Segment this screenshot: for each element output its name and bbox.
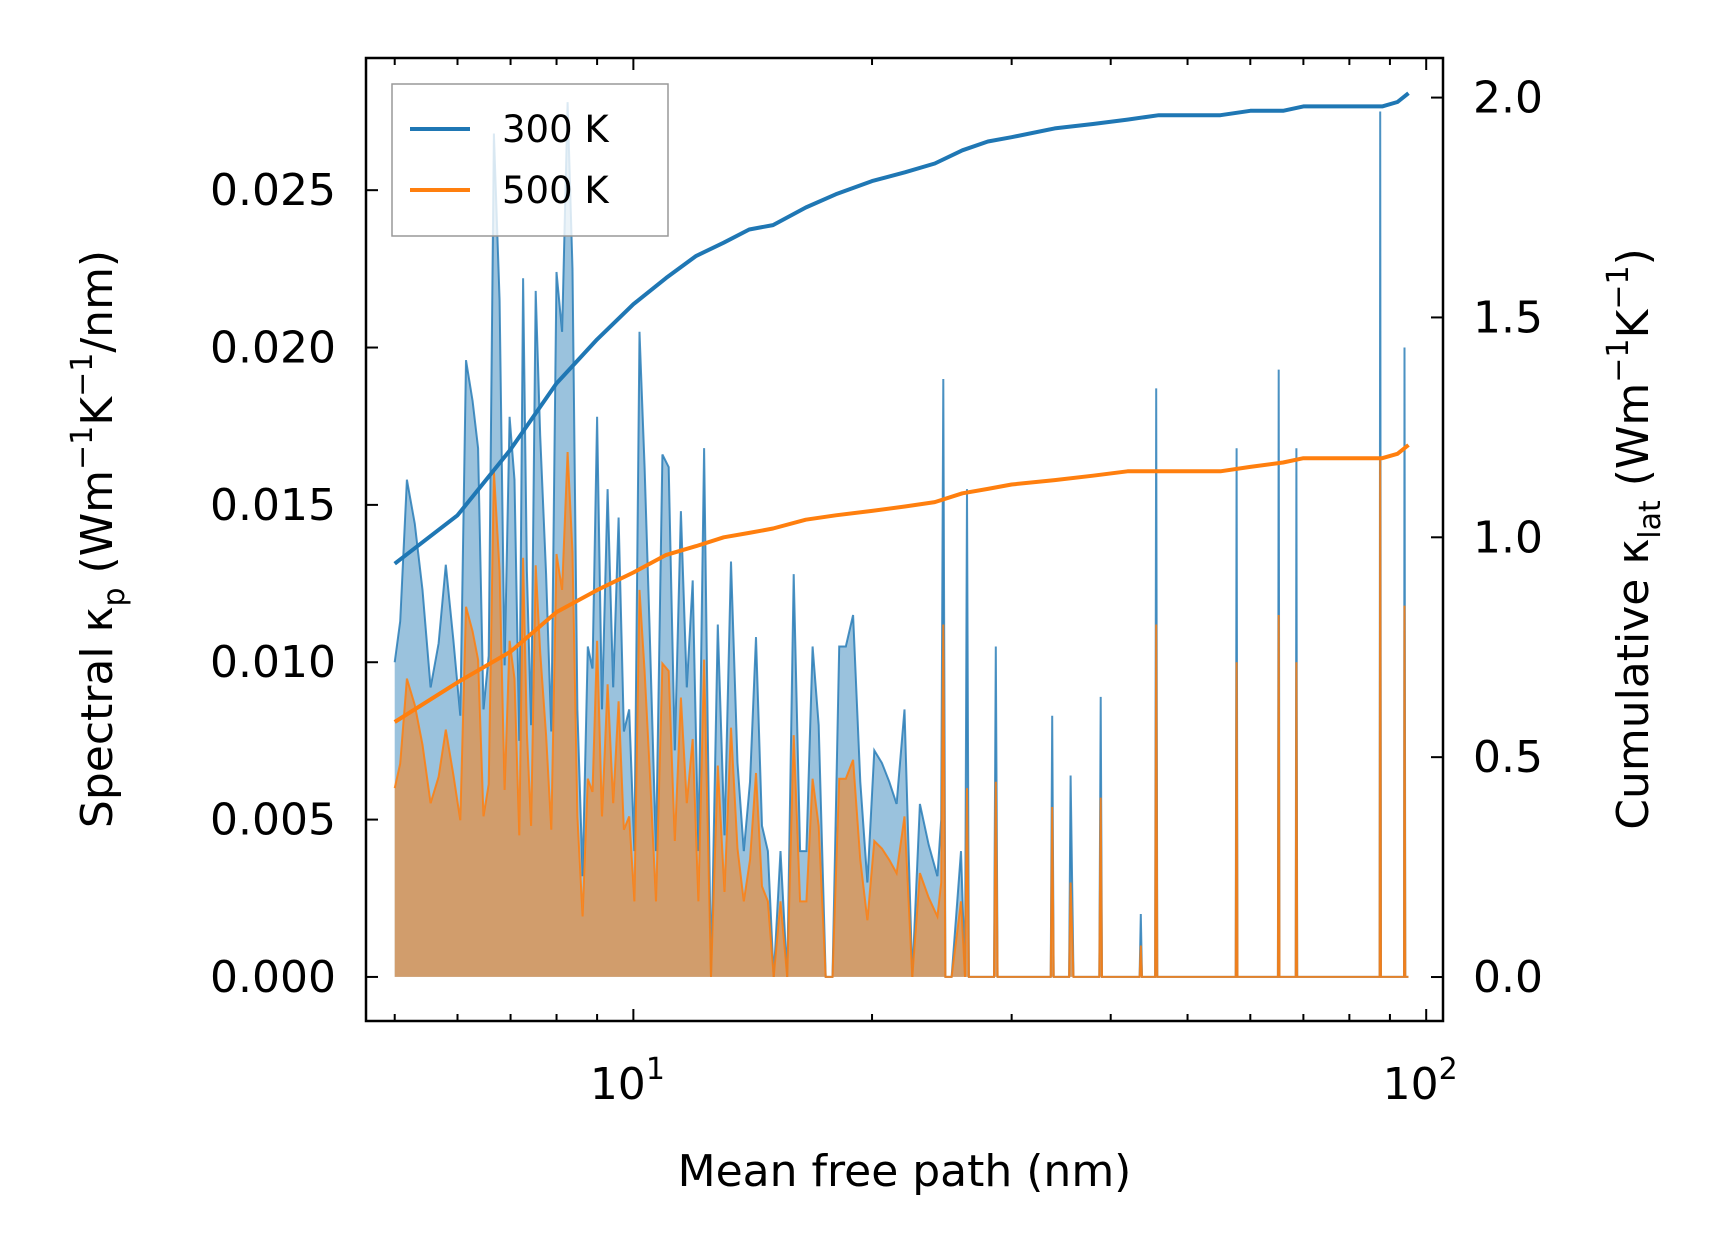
plot-frame — [364, 56, 1445, 1023]
y-right-tick-label: 0.0 — [1473, 952, 1543, 1003]
legend-label-500k: 500 K — [502, 169, 610, 212]
x-tick-label: 102 — [1383, 1052, 1458, 1110]
spectral-500k-fill — [394, 452, 1409, 977]
y-left-axis-title: Spectral κp (Wm−1K−1/nm) — [65, 250, 132, 828]
x-axis-title: Mean free path (nm) — [678, 1146, 1132, 1197]
legend-box — [391, 83, 669, 237]
y-right-tick-label: 0.5 — [1473, 732, 1543, 783]
y-right-tick-label: 1.5 — [1473, 292, 1543, 343]
plot-area — [393, 91, 1410, 978]
legend: 300 K 500 K — [391, 83, 669, 237]
legend-label-300k: 300 K — [502, 108, 610, 151]
y-right-tick-label: 2.0 — [1473, 73, 1543, 124]
cumulative-300k-line — [393, 91, 1410, 566]
y-right-tick-label: 1.0 — [1473, 512, 1543, 563]
y-left-tick-label: 0.015 — [210, 480, 336, 531]
y-right-axis-title: Cumulative κlat (Wm−1K−1) — [1601, 248, 1668, 830]
spectral-500k-line — [393, 451, 1409, 978]
y-left-tick-label: 0.000 — [210, 952, 336, 1003]
axes: 0.000 0.005 0.010 0.015 0.020 0.025 0.0 0.5 1.0 1… — [65, 56, 1668, 1197]
y-left-tick-label: 0.025 — [210, 165, 336, 216]
cumulative-500k-line — [393, 443, 1410, 724]
x-tick-label: 101 — [590, 1052, 665, 1110]
y-left-tick-label: 0.020 — [210, 323, 336, 374]
y-left-tick-label: 0.005 — [210, 795, 336, 846]
y-left-tick-label: 0.010 — [210, 637, 336, 688]
